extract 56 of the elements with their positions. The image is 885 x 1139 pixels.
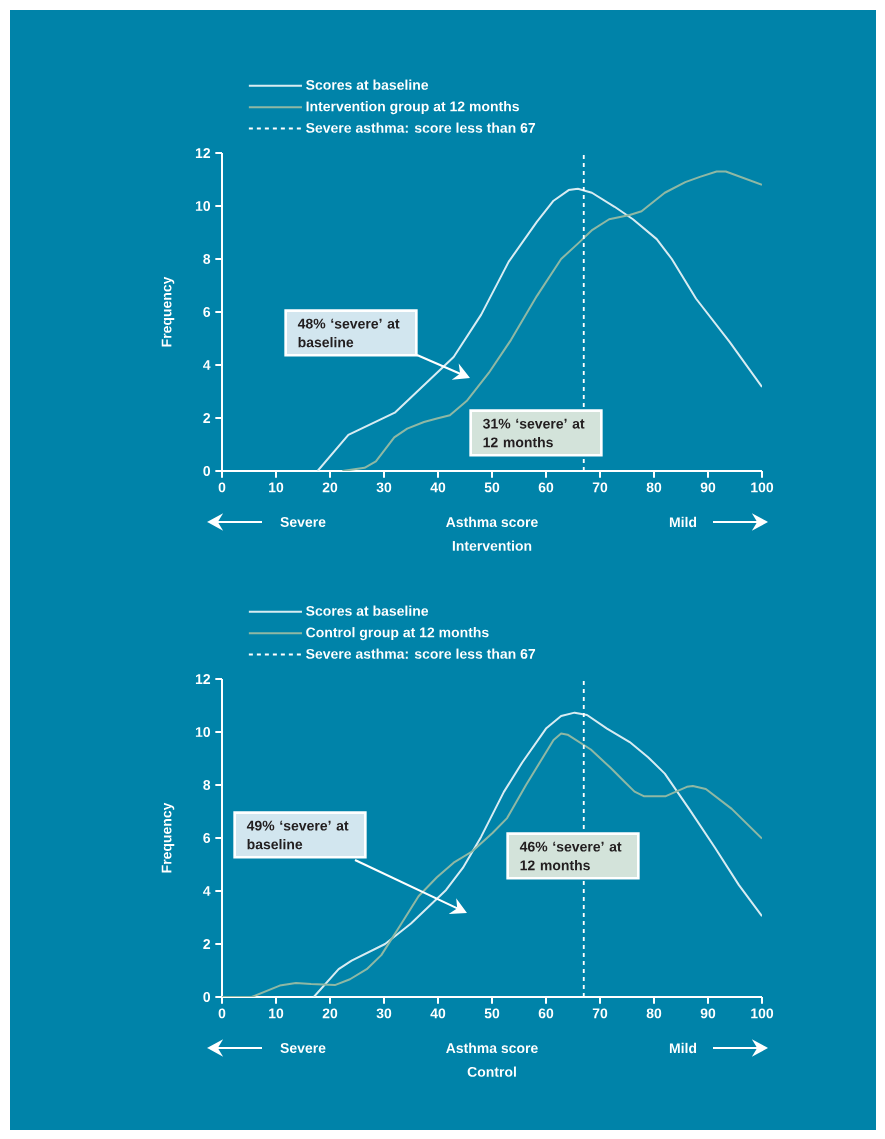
y-axis-title: Frequency — [161, 802, 175, 873]
x-tick-label: 100 — [751, 1008, 774, 1019]
x-tick-label: 0 — [218, 482, 226, 493]
y-axis-title: Frequency — [161, 276, 175, 347]
legend-label: Severe asthma: score less than 67 — [306, 648, 536, 659]
x-tick-label: 30 — [376, 482, 392, 493]
annotation: 48% ‘severe’ at baseline — [297, 318, 400, 348]
text: Severe — [280, 517, 326, 527]
x-tick-label: 50 — [484, 482, 500, 493]
y-tick-label: 6 — [203, 833, 211, 843]
legend-label: Control group at 12 months — [306, 627, 489, 641]
x-tick-label: 70 — [592, 1008, 608, 1019]
y-tick-label: 6 — [203, 307, 211, 317]
text: Severe — [280, 1043, 326, 1053]
x-tick-label: 40 — [430, 482, 446, 493]
x-tick-label: 80 — [646, 482, 662, 493]
x-axis-title: Asthma score — [446, 1042, 538, 1054]
x-tick-label: 10 — [269, 1008, 284, 1019]
annotation: 46% ‘severe’ at 12 months — [519, 841, 622, 871]
annotation: 31% ‘severe’ at 12 months — [482, 418, 585, 448]
x-tick-label: 30 — [376, 1008, 392, 1019]
x-tick-label: 20 — [322, 482, 338, 493]
x-tick-label: 70 — [592, 482, 608, 493]
y-tick-label: 8 — [203, 254, 211, 264]
y-tick-label: 10 — [195, 727, 211, 737]
y-tick-label: 2 — [203, 413, 211, 423]
x-tick-label: 40 — [430, 1008, 446, 1019]
x-tick-label: 90 — [700, 1008, 716, 1019]
legend-label: Severe asthma: score less than 67 — [306, 122, 536, 133]
x-tick-label: 50 — [484, 1008, 500, 1019]
y-tick-label: 0 — [203, 992, 211, 1002]
text: Mild — [669, 516, 697, 528]
x-tick-label: 20 — [322, 1008, 338, 1019]
x-tick-label: 0 — [218, 1008, 226, 1019]
y-tick-label: 12 — [195, 148, 211, 158]
x-tick-label: 80 — [646, 1008, 662, 1019]
legend-label: Intervention group at 12 months — [306, 101, 519, 115]
y-tick-label: 10 — [195, 201, 211, 211]
text: Intervention — [452, 540, 532, 551]
y-tick-label: 12 — [195, 674, 211, 684]
legend-label: Scores at baseline — [306, 605, 429, 616]
annotation: 49% ‘severe’ at baseline — [246, 820, 349, 850]
y-tick-label: 4 — [203, 360, 211, 370]
y-tick-label: 8 — [203, 780, 211, 790]
y-tick-label: 4 — [203, 886, 211, 896]
x-tick-label: 10 — [269, 482, 284, 493]
x-tick-label: 60 — [538, 482, 554, 493]
y-tick-label: 0 — [203, 466, 211, 476]
text: Control — [467, 1066, 516, 1077]
x-tick-label: 60 — [538, 1008, 554, 1019]
text: Mild — [669, 1042, 697, 1054]
y-tick-label: 2 — [203, 939, 211, 949]
x-axis-title: Asthma score — [446, 516, 538, 528]
legend-label: Scores at baseline — [306, 79, 429, 90]
x-tick-label: 90 — [700, 482, 716, 493]
x-tick-label: 100 — [751, 482, 774, 493]
